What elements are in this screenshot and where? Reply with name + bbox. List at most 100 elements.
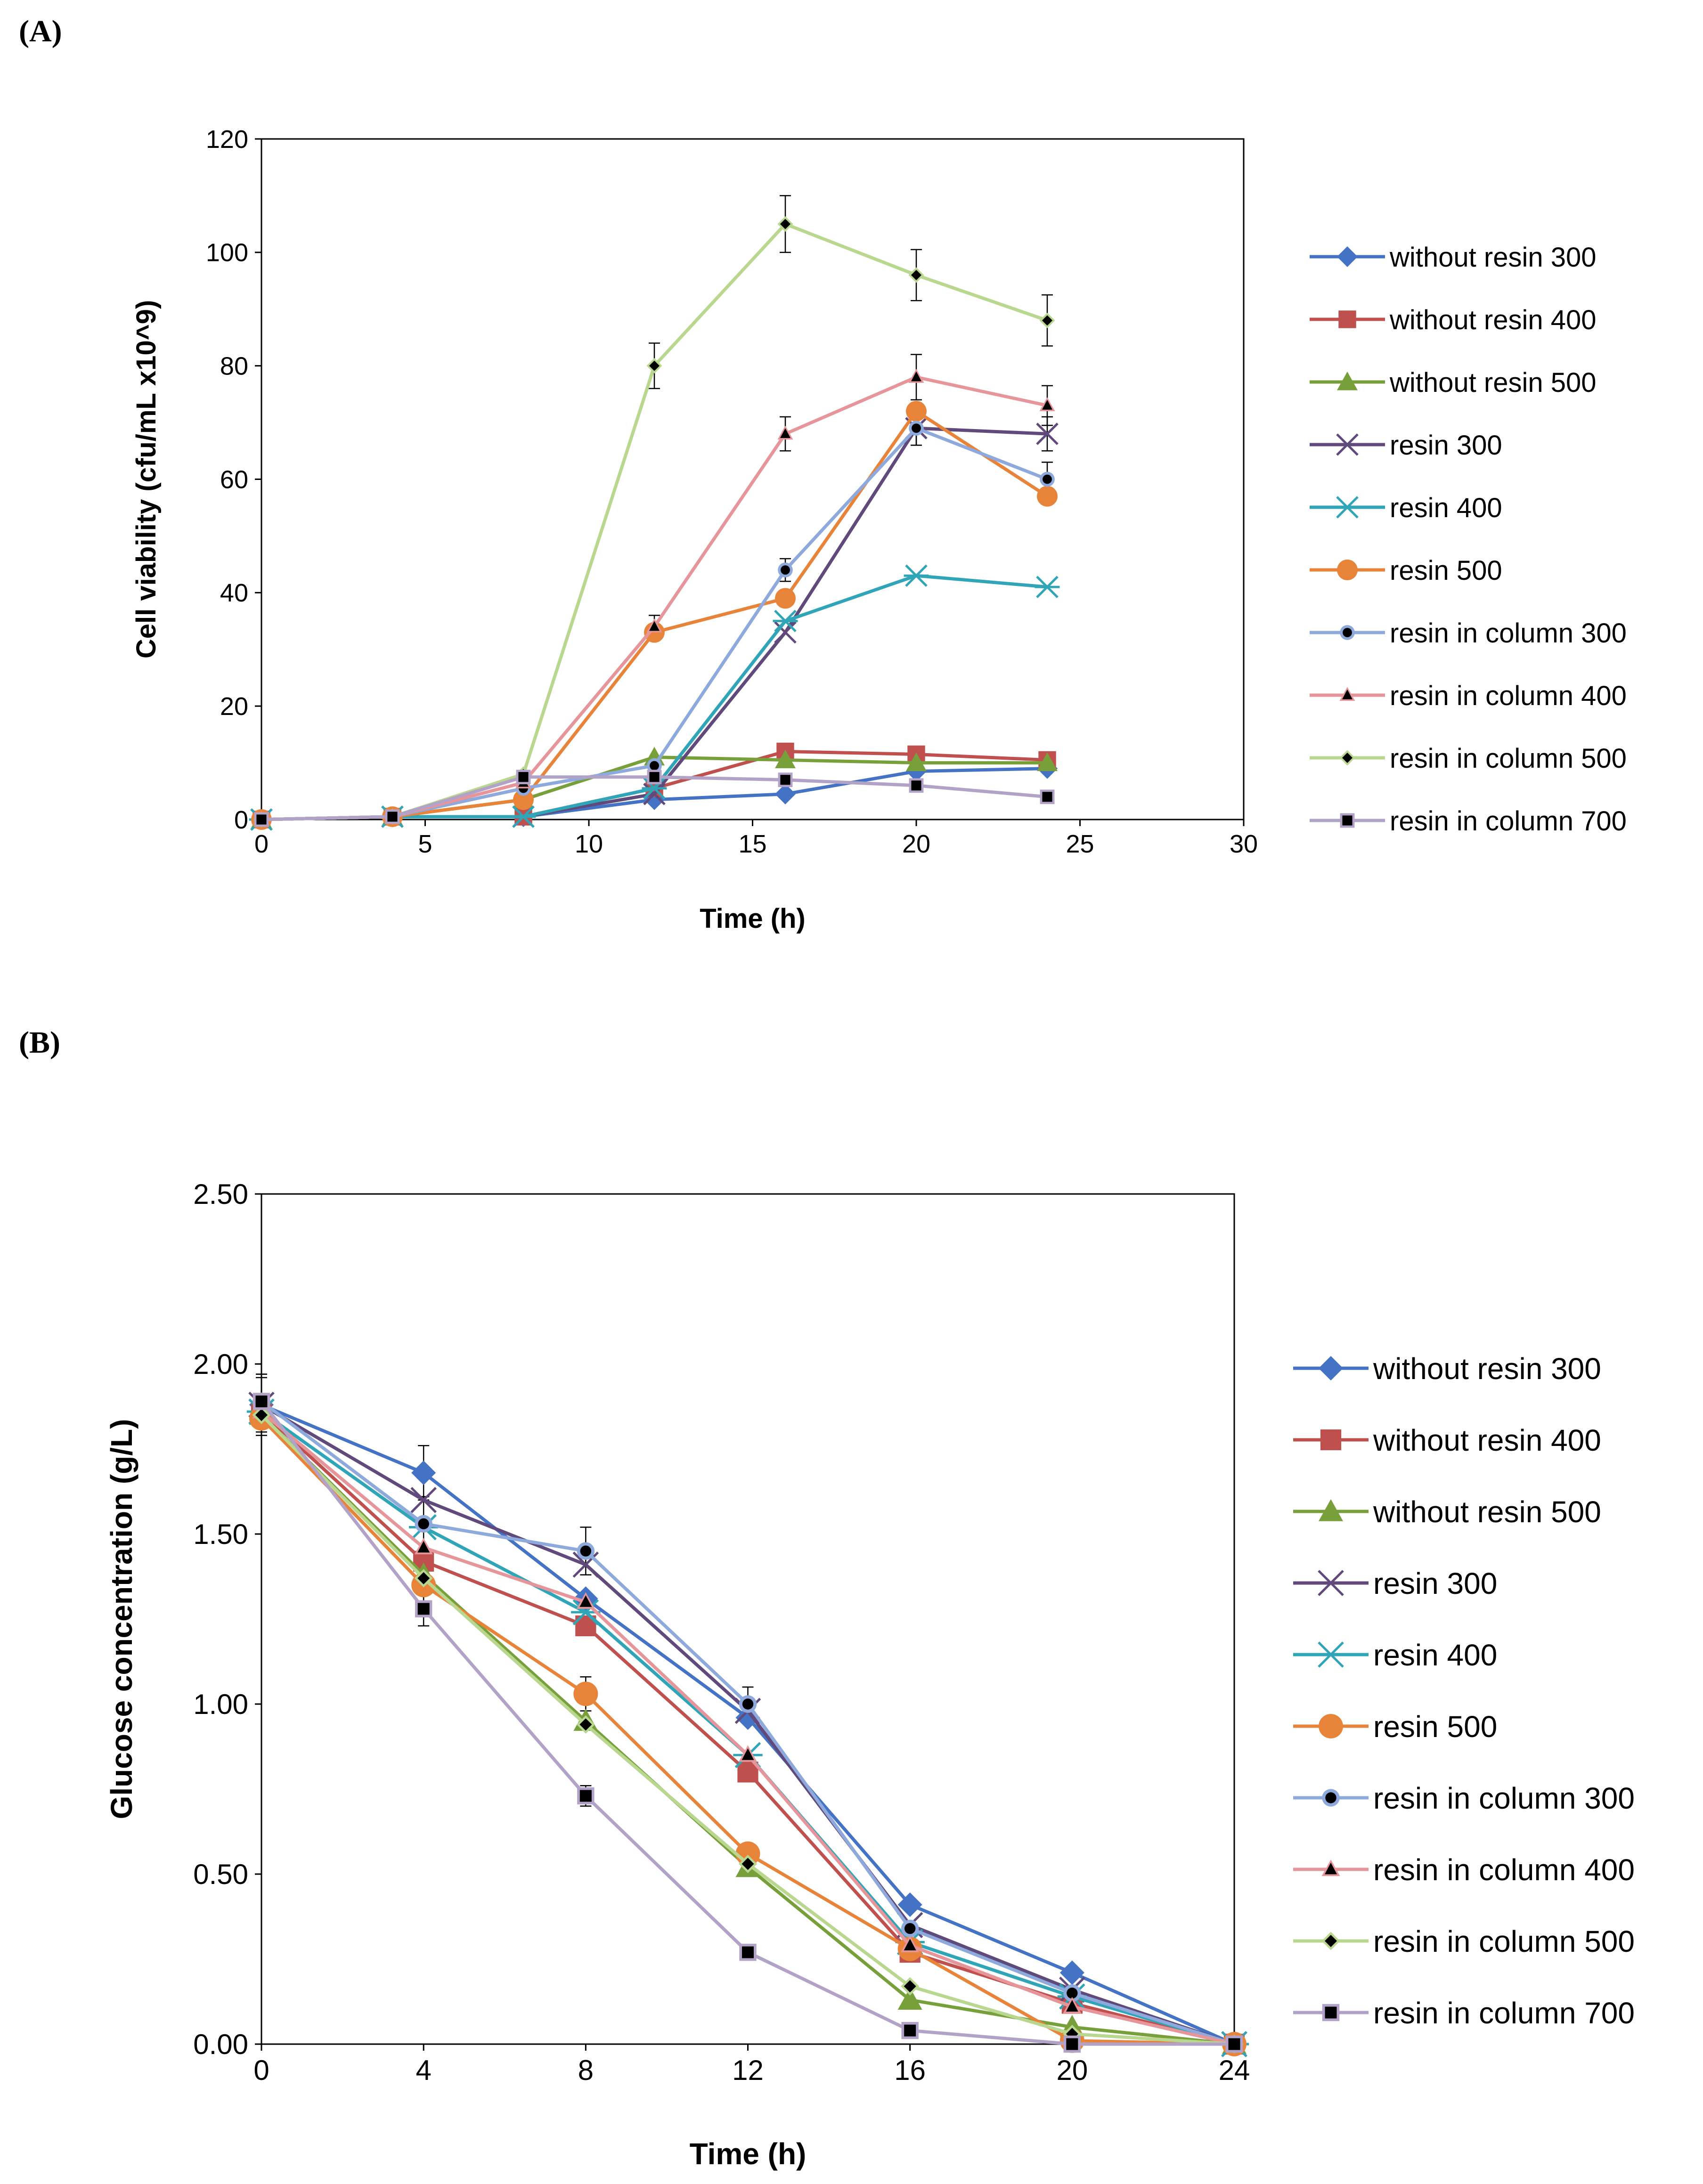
legend-item: resin 300 [1310,430,1502,461]
data-point [1036,422,1059,445]
series-resin-in-column-700 [254,770,1055,827]
data-point [516,770,531,785]
y-tick-label: 0.50 [193,1859,248,1890]
data-point [901,1977,920,1996]
data-point [511,805,536,828]
data-point [254,812,269,827]
legend-label: without resin 500 [1373,1495,1601,1529]
legend-label: resin in column 300 [1390,618,1627,649]
legend-marker [1340,813,1355,828]
data-point [1037,486,1058,507]
data-point [643,783,666,805]
legend-marker [1340,625,1355,640]
y-tick-label: 2.50 [193,1178,248,1210]
data-point [576,1592,595,1609]
legend-marker [1321,1932,1340,1950]
legend-item: resin in column 300 [1310,618,1627,649]
legend-label: resin 300 [1373,1567,1497,1600]
legend-marker [1338,310,1356,328]
legend-item: resin 500 [1310,555,1502,586]
x-tick-label: 4 [416,2054,431,2086]
data-point [739,1943,757,1961]
y-tick-label: 80 [220,352,248,381]
legend-item: without resin 500 [1293,1495,1601,1529]
x-axis-title: Time (h) [690,2137,807,2171]
data-point [646,358,662,374]
x-tick-label: 12 [732,2054,764,2086]
chart-panel-1: (B) 0.00 0.50 1.00 1.50 2.00 2.50 0 4 8 12 16 20 24 Ti… [19,1025,1635,2171]
x-tick-label: 10 [575,830,603,858]
y-tick-label: 1.50 [193,1518,248,1550]
data-point [909,778,924,793]
data-point [572,1551,599,1578]
data-point [253,1393,270,1410]
data-point [410,1487,437,1513]
data-point [411,1461,436,1486]
legend-marker [1322,2004,1340,2022]
legend-label: resin 500 [1373,1710,1497,1744]
legend-label: resin in column 300 [1373,1781,1635,1815]
data-point [774,621,797,644]
legend-marker [1319,1714,1343,1738]
data-point [576,1715,595,1734]
legend-item: resin 300 [1293,1567,1497,1600]
series-resin-in-column-500 [253,216,1055,828]
data-point [646,618,662,633]
data-point [1039,312,1055,328]
legend-item: without resin 400 [1310,305,1596,335]
legend-label: without resin 300 [1373,1352,1601,1386]
data-point [1039,397,1055,412]
data-point [897,1892,922,1917]
data-point [739,1854,757,1873]
plot-area [261,1193,1235,2045]
data-point [414,1538,433,1555]
y-tick-label: 60 [220,465,248,494]
data-point [647,770,662,785]
legend-marker [1316,1641,1346,1668]
data-point [777,216,793,232]
legend-label: without resin 400 [1389,305,1596,335]
data-point [906,401,927,422]
x-tick-label: 0 [253,2054,269,2086]
x-tick-label: 16 [894,2054,926,2086]
data-point [908,267,924,283]
legend-label: resin in column 500 [1373,1924,1635,1958]
data-point [775,783,796,804]
x-tick-label: 24 [1219,2054,1250,2086]
x-tick-label: 30 [1230,830,1258,858]
legend-item: resin 400 [1293,1638,1497,1672]
y-tick-label: 20 [220,692,248,721]
legend-marker [1319,1356,1343,1380]
data-point [897,1988,922,2010]
data-point [1040,471,1055,487]
y-tick-label: 2.00 [193,1348,248,1380]
legend-label: resin in column 500 [1390,743,1627,774]
data-point [1063,1984,1081,2002]
data-point [1037,752,1058,771]
legend-marker [1337,246,1358,267]
legend-label: resin 400 [1373,1638,1497,1672]
legend-label: resin in column 400 [1390,681,1627,711]
legend-label: resin in column 400 [1373,1853,1635,1887]
legend-label: resin in column 700 [1390,806,1627,836]
legend-marker [1336,433,1359,456]
data-point [773,609,798,633]
y-tick-label: 40 [220,579,248,607]
legend-item: resin in column 700 [1310,806,1627,836]
x-axis-title: Time (h) [700,903,806,934]
legend-marker [1337,560,1358,580]
data-point [909,421,924,436]
data-point [415,1515,432,1533]
legend-label: without resin 300 [1389,242,1596,273]
legend-label: resin 500 [1390,555,1502,586]
y-tick-label: 0 [234,806,248,834]
series-line [261,222,1048,821]
legend-item: resin in column 500 [1293,1924,1635,1958]
legend-item: resin 500 [1293,1710,1497,1744]
panel-label: (B) [19,1025,60,1060]
x-tick-label: 0 [254,830,269,858]
data-point [904,564,929,587]
x-tick-label: 8 [578,2054,594,2086]
panel-label: (A) [19,14,62,49]
